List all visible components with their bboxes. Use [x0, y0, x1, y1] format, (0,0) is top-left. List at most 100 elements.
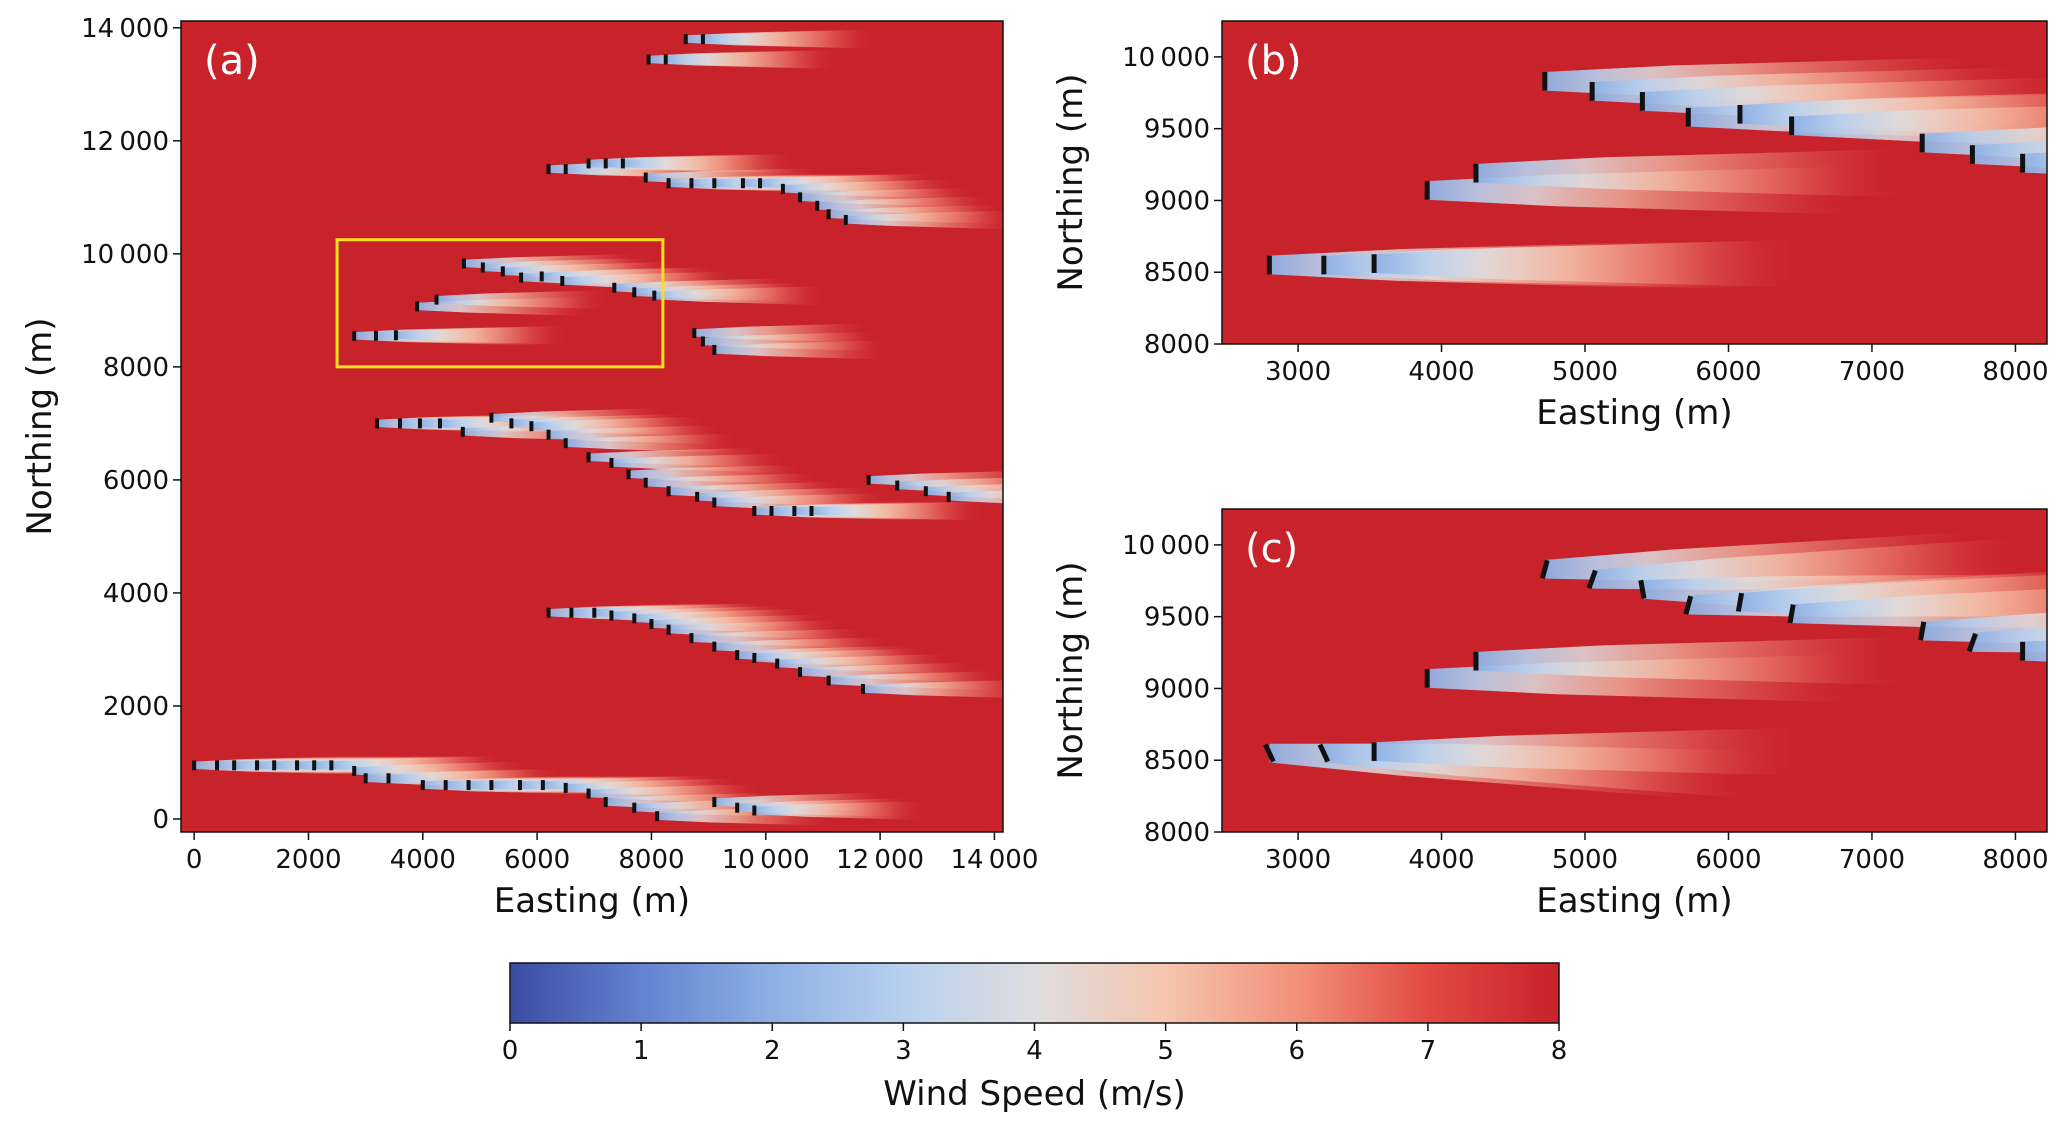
- colorbar-tick-label: 6: [1288, 1036, 1305, 1066]
- panel: 3000 4000 5000 6000 7000 8000 8000 8500 9000 9500…: [1051, 20, 2049, 433]
- panel: 0 2000 4000 6000 8000 10 000 12 000 14 000 0 2000…: [20, 14, 1038, 921]
- wake: [1374, 239, 1805, 288]
- inset-box: [335, 238, 665, 369]
- panel-label: (a): [204, 38, 260, 84]
- turbine: [1586, 569, 1598, 589]
- turbine: [1539, 559, 1550, 579]
- x-tick-label: 12 000: [836, 845, 924, 875]
- colorbar-tick-label: 4: [1026, 1036, 1043, 1066]
- x-tick-label: 8000: [618, 845, 684, 875]
- wake: [2022, 640, 2047, 662]
- turbine: [1638, 579, 1647, 600]
- turbine: [1683, 595, 1694, 615]
- y-tick-label: 9500: [1144, 115, 1210, 145]
- y-tick-label: 4000: [103, 579, 169, 609]
- colorbar-label: Wind Speed (m/s): [883, 1074, 1185, 1114]
- y-axis-label: Northing (m): [20, 317, 60, 535]
- y-axis-label: Northing (m): [1051, 73, 1091, 291]
- x-tick-label: 7000: [1839, 357, 1905, 387]
- x-tick-label: 3000: [1265, 845, 1331, 875]
- turbine: [1263, 743, 1276, 763]
- wake: [665, 49, 838, 69]
- colorbar-scale: [509, 962, 1560, 1024]
- x-tick-label: 10 000: [722, 845, 810, 875]
- wake: [714, 340, 886, 360]
- x-tick-label: 5000: [1552, 357, 1618, 387]
- y-tick-label: 9000: [1144, 674, 1210, 704]
- wake: [654, 286, 826, 306]
- y-tick-label: 10 000: [1122, 43, 1210, 73]
- y-tick-label: 10 000: [81, 240, 169, 270]
- plot-frame: [1221, 20, 2048, 345]
- y-tick-label: 14 000: [81, 14, 169, 44]
- turbine: [1317, 743, 1331, 763]
- y-tick-label: 8500: [1144, 258, 1210, 288]
- x-tick-label: 6000: [1695, 357, 1761, 387]
- flow-field: [1266, 57, 2047, 290]
- y-tick-label: 0: [152, 805, 169, 835]
- colorbar-tick-label: 8: [1551, 1036, 1568, 1066]
- wake: [702, 29, 875, 49]
- colorbar-tick-label: 7: [1420, 1036, 1437, 1066]
- x-tick-label: 4000: [1408, 357, 1474, 387]
- x-tick-label: 2000: [275, 845, 341, 875]
- wake: [845, 210, 1003, 230]
- x-tick-label: 7000: [1839, 845, 1905, 875]
- x-axis-label: Easting (m): [494, 881, 690, 921]
- x-axis-label: Easting (m): [1536, 881, 1732, 921]
- y-tick-label: 12 000: [81, 127, 169, 157]
- turbine: [1787, 604, 1796, 624]
- wake: [622, 153, 795, 173]
- y-tick-label: 8000: [1144, 818, 1210, 848]
- colorbar-tick-label: 0: [502, 1036, 519, 1066]
- y-tick-label: 9500: [1144, 603, 1210, 633]
- x-tick-label: 4000: [390, 845, 456, 875]
- y-tick-label: 8500: [1144, 746, 1210, 776]
- x-axis-label: Easting (m): [1536, 393, 1732, 433]
- x-tick-label: 5000: [1552, 845, 1618, 875]
- wake: [1374, 727, 1805, 776]
- y-tick-label: 2000: [103, 692, 169, 722]
- wake: [1475, 636, 1907, 686]
- x-tick-label: 6000: [504, 845, 570, 875]
- turbine: [1735, 592, 1745, 612]
- wake: [1475, 148, 1907, 198]
- wake: [811, 501, 983, 521]
- plot-frame: [180, 20, 1004, 833]
- colorbar-tick-label: 5: [1157, 1036, 1174, 1066]
- wake: [2022, 152, 2047, 174]
- panel-label: (b): [1245, 38, 1302, 84]
- y-tick-label: 9000: [1144, 186, 1210, 216]
- y-tick-label: 8000: [103, 353, 169, 383]
- wake: [948, 490, 1003, 504]
- turbine: [1918, 621, 1927, 641]
- x-tick-label: 8000: [1982, 357, 2048, 387]
- x-tick-label: 6000: [1695, 845, 1761, 875]
- x-tick-label: 4000: [1408, 845, 1474, 875]
- flow-field: [1263, 531, 2047, 800]
- colorbar-tick-label: 3: [895, 1036, 912, 1066]
- x-tick-label: 8000: [1982, 845, 2048, 875]
- plot-frame: [1221, 508, 2048, 833]
- flow-field: [192, 29, 1003, 826]
- x-tick-label: 0: [186, 845, 203, 875]
- turbine: [1966, 632, 1978, 653]
- y-tick-label: 8000: [1144, 330, 1210, 360]
- y-axis-label: Northing (m): [1051, 561, 1091, 779]
- colorbar-tick-label: 2: [764, 1036, 781, 1066]
- panel-label: (c): [1245, 526, 1298, 572]
- y-tick-label: 6000: [103, 466, 169, 496]
- y-tick-label: 10 000: [1122, 531, 1210, 561]
- wake: [395, 325, 568, 345]
- wake: [436, 290, 609, 310]
- wake: [862, 680, 1003, 698]
- wake: [754, 800, 926, 821]
- panel: 3000 4000 5000 6000 7000 8000 8000 8500 9000 9500…: [1051, 508, 2049, 921]
- x-tick-label: 14 000: [950, 845, 1038, 875]
- colorbar: 0 1 2 3 4 5 6 7 8 Wind Speed (m/s): [502, 962, 1568, 1114]
- x-tick-label: 3000: [1265, 357, 1331, 387]
- colorbar-tick-label: 1: [633, 1036, 650, 1066]
- wake: [565, 433, 738, 453]
